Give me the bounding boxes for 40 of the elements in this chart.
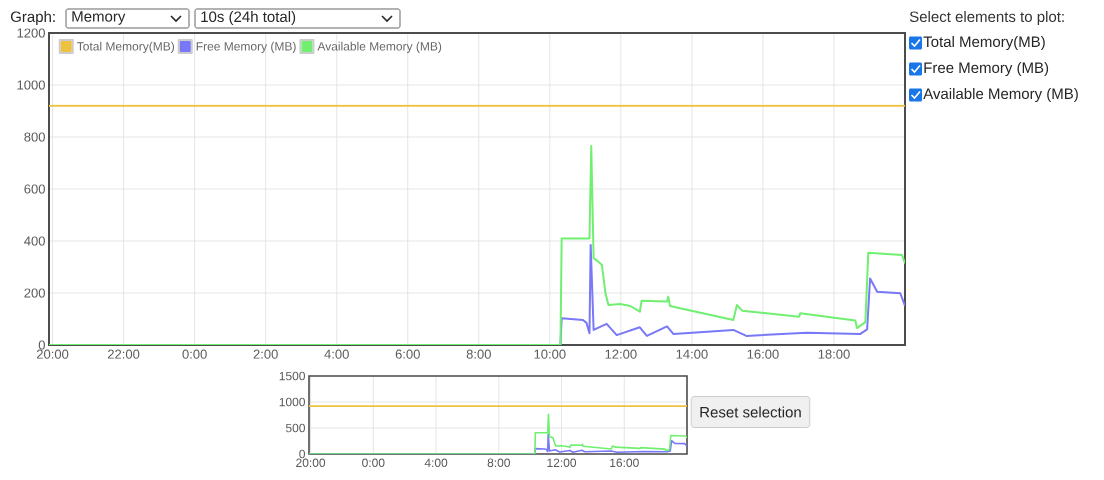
- x-tick-label: 2:00: [253, 349, 278, 359]
- legend-label: Total Memory(MB): [77, 41, 174, 53]
- x-tick-label: 14:00: [676, 349, 708, 359]
- x-tick-label: 16:00: [610, 458, 639, 468]
- y-tick-label: 600: [24, 184, 45, 194]
- y-tick-label: 1000: [279, 397, 305, 407]
- x-tick-label: 16:00: [747, 349, 779, 359]
- x-tick-label: 10:00: [534, 349, 566, 359]
- text: Memory: [72, 11, 126, 25]
- legend-label: Available Memory (MB): [317, 41, 442, 53]
- x-tick-label: 12:00: [605, 349, 637, 359]
- text: Reset selection: [700, 406, 801, 418]
- y-tick-label: 1200: [17, 28, 45, 38]
- text: Free Memory (MB): [924, 62, 1049, 76]
- y-tick-label: 0: [299, 449, 306, 459]
- text: Select elements to plot:: [909, 11, 1064, 25]
- y-tick-label: 0: [38, 340, 45, 350]
- x-tick-label: 0:00: [362, 458, 385, 468]
- x-tick-label: 18:00: [818, 349, 850, 359]
- x-tick-label: 6:00: [395, 349, 420, 359]
- y-tick-label: 1500: [279, 371, 305, 381]
- text: Graph:: [10, 11, 55, 25]
- x-tick-label: 22:00: [107, 349, 140, 359]
- x-tick-label: 20:00: [296, 458, 326, 468]
- y-tick-label: 800: [24, 132, 45, 142]
- x-tick-label: 0:00: [182, 349, 207, 359]
- x-tick-label: 4:00: [424, 458, 448, 468]
- y-tick-label: 400: [24, 236, 45, 246]
- x-tick-label: 12:00: [547, 458, 577, 468]
- y-tick-label: 200: [24, 288, 45, 298]
- legend-label: Free Memory (MB): [196, 41, 296, 53]
- y-tick-label: 500: [285, 423, 305, 433]
- x-tick-label: 8:00: [487, 458, 510, 468]
- x-tick-label: 20:00: [36, 349, 69, 359]
- x-tick-label: 8:00: [466, 349, 491, 359]
- text: 10s (24h total): [201, 11, 296, 25]
- text: Total Memory(MB): [923, 36, 1045, 50]
- text: Available Memory (MB): [923, 88, 1078, 102]
- y-tick-label: 1000: [17, 80, 45, 90]
- x-tick-label: 4:00: [324, 349, 349, 359]
